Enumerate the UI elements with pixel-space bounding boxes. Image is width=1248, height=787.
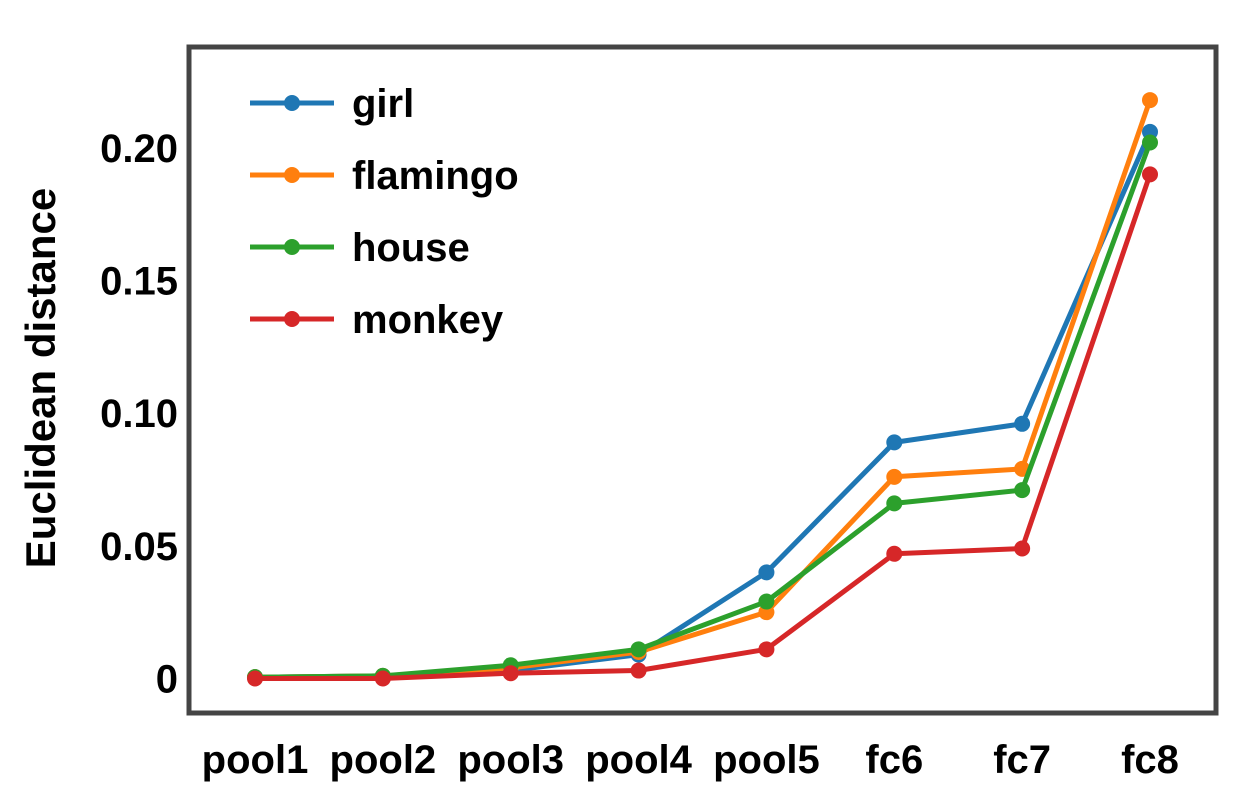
x-tick-label: fc8 bbox=[1121, 738, 1179, 782]
legend-item-girl: girl bbox=[250, 82, 414, 126]
legend-label: monkey bbox=[352, 298, 504, 342]
x-tick-labels: pool1 pool2 pool3 pool4 pool5 fc6 fc7 fc8 bbox=[202, 738, 1179, 782]
legend-item-monkey: monkey bbox=[250, 298, 504, 342]
data-point-monkey-fc6 bbox=[886, 545, 903, 562]
data-point-monkey-pool2 bbox=[374, 670, 391, 687]
y-tick-label: 0.15 bbox=[100, 259, 178, 303]
x-tick-label: pool4 bbox=[585, 738, 692, 782]
x-tick-label: fc6 bbox=[865, 738, 923, 782]
legend-label: house bbox=[352, 226, 470, 270]
data-point-girl-pool5 bbox=[758, 564, 775, 581]
data-point-house-fc7 bbox=[1014, 482, 1031, 499]
data-point-monkey-pool4 bbox=[630, 662, 647, 679]
legend-label: girl bbox=[352, 82, 414, 126]
y-tick-label: 0.10 bbox=[100, 392, 178, 436]
data-point-monkey-pool5 bbox=[758, 641, 775, 658]
y-tick-label: 0 bbox=[156, 658, 178, 702]
legend-item-house: house bbox=[250, 226, 470, 270]
legend-swatch-marker bbox=[284, 167, 300, 183]
x-tick-label: pool1 bbox=[202, 738, 309, 782]
y-axis-label: Euclidean distance bbox=[17, 188, 64, 568]
x-tick-label: pool3 bbox=[457, 738, 564, 782]
y-tick-labels: 0 0.05 0.10 0.15 0.20 bbox=[100, 127, 178, 702]
legend: girl flamingo house monkey bbox=[250, 82, 519, 342]
legend-swatch-marker bbox=[284, 95, 300, 111]
data-point-girl-fc6 bbox=[886, 434, 903, 451]
data-point-house-fc6 bbox=[886, 495, 903, 512]
series-line-monkey bbox=[252, 171, 1153, 681]
series-layer bbox=[247, 92, 1158, 687]
x-tick-label: pool2 bbox=[330, 738, 437, 782]
series-monkey bbox=[247, 166, 1158, 687]
data-point-girl-fc7 bbox=[1014, 415, 1031, 432]
plot-frame bbox=[186, 44, 1219, 716]
data-point-flamingo-fc8 bbox=[1142, 92, 1158, 109]
data-point-house-pool5 bbox=[758, 593, 775, 610]
legend-swatch-marker bbox=[284, 239, 300, 255]
series-girl bbox=[247, 123, 1158, 686]
legend-item-flamingo: flamingo bbox=[250, 154, 519, 198]
series-line-house bbox=[252, 140, 1153, 680]
y-tick-label: 0.05 bbox=[100, 525, 178, 569]
data-point-flamingo-fc6 bbox=[886, 468, 903, 485]
data-point-house-fc8 bbox=[1142, 134, 1158, 151]
y-tick-label: 0.20 bbox=[100, 127, 178, 171]
data-point-monkey-fc7 bbox=[1014, 540, 1031, 557]
data-point-monkey-pool1 bbox=[247, 670, 263, 687]
legend-label: flamingo bbox=[352, 154, 519, 198]
x-tick-label: pool5 bbox=[713, 738, 820, 782]
x-tick-label: fc7 bbox=[993, 738, 1051, 782]
legend-swatch-marker bbox=[284, 311, 300, 327]
series-line-girl bbox=[252, 129, 1153, 680]
series-house bbox=[247, 134, 1158, 686]
data-point-house-pool4 bbox=[630, 641, 647, 658]
data-point-monkey-pool3 bbox=[502, 665, 519, 682]
data-point-monkey-fc8 bbox=[1142, 166, 1158, 183]
